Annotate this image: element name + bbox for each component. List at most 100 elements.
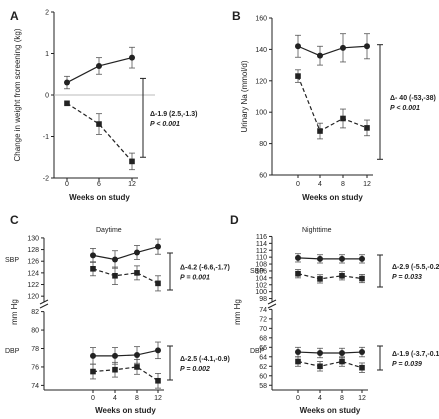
- panel-c-letter: C: [10, 213, 19, 227]
- panel-c-sbp-y-tick-label: 128: [27, 247, 39, 254]
- panel-d-dbp-series-solid-line: [297, 351, 363, 354]
- panel-c-sbp-circle-point: [112, 256, 118, 263]
- panel-c-sbp-y-tick-label: 130: [27, 235, 39, 242]
- panel-b-square-point: [340, 115, 346, 122]
- panel-d-dbp-y-tick-label: 74: [259, 307, 267, 314]
- panel-c-sbp-annotation-delta: Δ-4.2 (-6.6,-1.7): [180, 265, 230, 272]
- panel-c-sbp-square-point: [90, 265, 96, 272]
- panel-a-annotation-delta: Δ-1.9 (2.5,-1.3): [150, 111, 197, 118]
- panel-d-sbp-y-tick-label: 108: [255, 262, 267, 269]
- panel-a-x-axis-title: Weeks on study: [69, 193, 130, 202]
- panel-b-x-tick-label: 4: [318, 181, 322, 188]
- panel-d-dbp-square-point: [295, 358, 301, 365]
- panel-d-dbp-annotation-p: P = 0.039: [392, 361, 422, 368]
- panel-d-sbp-series-dashed-line: [297, 273, 363, 280]
- panel-a-series-solid-line: [66, 57, 133, 84]
- panel-d-dbp-y-tick-label: 68: [259, 335, 267, 342]
- panel-d-x-tick-label: 4: [318, 395, 322, 402]
- panel-d-sbp-y-tick-label: 110: [256, 255, 267, 262]
- panel-c-dbp-y-tick-label: 78: [31, 346, 39, 353]
- panel-a-x-tick-label: 0: [65, 181, 69, 188]
- panel-c-axis-break: [39, 303, 49, 309]
- panel-d-dbp-annotation-delta: Δ-1.9 (-3.7,-0.1);: [392, 351, 439, 358]
- panel-d-sbp-series-solid-line: [297, 257, 362, 260]
- panel-c-y-axis-title: mm Hg: [10, 299, 19, 325]
- panel-d-dbp-circle-point: [317, 350, 323, 357]
- panel-c-dbp-y-tick-label: 82: [31, 309, 39, 316]
- panel-b-y-tick-label: 60: [259, 173, 267, 180]
- panel-c-dbp-square-point: [155, 377, 161, 384]
- panel-b-circle-point: [295, 43, 301, 50]
- panel-b-x-tick-label: 8: [341, 181, 345, 188]
- panel-d-x-tick-label: 12: [358, 395, 366, 402]
- panel-d-dbp-square-point: [317, 363, 323, 370]
- panel-a-y-tick-label: 2: [45, 10, 49, 17]
- panel-a-series-dashed-line: [66, 102, 133, 162]
- panel-c-sbp-label: SBP: [5, 257, 19, 264]
- panel-d-sbp-circle-point: [295, 254, 301, 261]
- panel-d-x-tick-label: 8: [340, 395, 344, 402]
- panel-b-series-dashed-line: [297, 75, 368, 132]
- panel-d-sbp-y-tick-label: 116: [256, 234, 267, 241]
- panel-d-sbp-circle-point: [359, 255, 365, 262]
- panel-b-x-axis-title: Weeks on study: [302, 193, 363, 202]
- panel-d-dbp-y-tick-label: 70: [259, 326, 267, 333]
- panel-a-y-tick-label: -1: [43, 134, 49, 141]
- panel-c-sbp-series-dashed-line: [92, 268, 159, 284]
- panel-a-y-tick-label: 1: [45, 51, 49, 58]
- panel-d-sbp-circle-point: [339, 255, 345, 262]
- panel-d-sbp-annotation-delta: Δ-2.9 (-5.5,-0.2): [392, 264, 439, 271]
- panel-c-sbp-circle-point: [155, 243, 161, 250]
- panel-d-sbp-circle-point: [317, 255, 323, 262]
- panel-c-x-tick-label: 0: [91, 395, 95, 402]
- panel-c-sbp-square-point: [112, 272, 118, 279]
- panel-c-sbp-y-tick-label: 126: [27, 259, 39, 266]
- panel-b-x-tick-label: 12: [363, 181, 371, 188]
- panel-a-letter: A: [10, 9, 19, 23]
- panel-c-sbp-annotation-p: P = 0.001: [180, 275, 210, 282]
- panel-c-dbp-square-point: [90, 368, 96, 375]
- panel-d-dbp-circle-point: [359, 349, 365, 356]
- panel-a-x-tick-label: 6: [97, 181, 101, 188]
- panel-c-dbp-y-tick-label: 76: [31, 364, 39, 371]
- panel-c-x-tick-label: 4: [113, 395, 117, 402]
- panel-d-letter: D: [230, 213, 239, 227]
- panel-d-sbp-annotation-p: P = 0.033: [392, 274, 422, 281]
- panel-b-annotation-p: P < 0.001: [390, 105, 420, 112]
- panel-d-caption: Nighttime: [302, 227, 332, 234]
- panel-a-square-point: [64, 100, 70, 107]
- panel-c-x-tick-label: 12: [154, 395, 162, 402]
- panel-d-sbp-square-point: [359, 275, 365, 282]
- panel-c-dbp-circle-point: [90, 352, 96, 359]
- panel-b-circle-point: [364, 43, 370, 50]
- panel-b-y-axis-title: Urinary Na (mmol/d): [240, 60, 249, 132]
- panel-a-circle-point: [96, 62, 102, 69]
- panel-c-dbp-annotation-delta: Δ-2.5 (-4.1,-0.9): [180, 356, 230, 363]
- panel-c-sbp-circle-point: [90, 252, 96, 259]
- panel-b-square-point: [364, 125, 370, 131]
- panel-c-sbp-series-solid-line: [92, 246, 159, 261]
- panel-d-sbp-y-tick-label: 114: [256, 241, 267, 248]
- panel-c-dbp-circle-point: [112, 352, 118, 359]
- panel-d-dbp-y-tick-label: 62: [259, 364, 267, 371]
- panel-d-dbp-y-tick-label: 66: [259, 345, 267, 352]
- panel-b-y-tick-label: 100: [255, 110, 267, 117]
- panel-d-sbp-y-tick-label: 98: [259, 296, 267, 303]
- panel-b-square-point: [317, 128, 323, 134]
- panel-a-square-point: [129, 158, 135, 165]
- panel-d-dbp-y-tick-label: 58: [259, 383, 267, 390]
- panel-c-dbp-series-solid-line: [93, 349, 159, 357]
- panel-d-x-axis-title: Weeks on study: [300, 406, 361, 415]
- panel-d-sbp-y-tick-label: 112: [256, 248, 267, 255]
- panel-a-annotation-p: P < 0.001: [150, 121, 180, 128]
- panel-b-y-tick-label: 120: [255, 78, 267, 85]
- panel-c-x-axis-title: Weeks on study: [95, 406, 156, 415]
- panel-d-dbp-circle-point: [339, 350, 345, 357]
- panel-c-sbp-square-point: [155, 280, 161, 287]
- panel-c-dbp-label: DBP: [5, 348, 20, 355]
- panel-b-annotation-delta: Δ- 40 (-53,-38): [390, 95, 436, 102]
- panel-c-sbp-circle-point: [134, 249, 140, 256]
- panel-b-y-tick-label: 160: [255, 16, 267, 23]
- panel-d-dbp-y-tick-label: 64: [259, 354, 267, 361]
